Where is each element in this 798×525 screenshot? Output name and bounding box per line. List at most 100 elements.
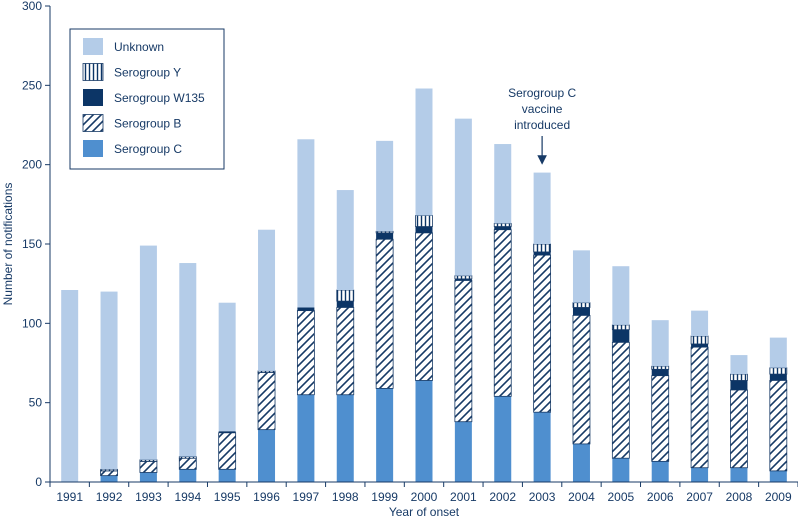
bar-segment-unknown-2003 [533, 172, 551, 244]
bar-segment-serogroup-y-1993 [139, 459, 158, 462]
bar-segment-serogroup-y-2002 [493, 222, 512, 227]
x-tick-label-2000: 2000 [411, 490, 438, 504]
bar-segment-unknown-2009 [769, 337, 787, 368]
vaccine-annotation: Serogroup C vaccine introduced [508, 86, 576, 165]
bar-segment-unknown-1993 [139, 245, 157, 460]
legend-label-serogroup-y: Serogroup Y [114, 66, 181, 80]
y-tick-label-100: 100 [22, 316, 42, 330]
legend: Unknown Serogroup Y Serogroup W135 Serogrou… [69, 28, 225, 170]
bar-segment-serogroup-b-1994 [178, 457, 197, 470]
bar-segment-unknown-2002 [494, 144, 512, 224]
x-tick-label-2003: 2003 [529, 490, 556, 504]
bar-segment-unknown-2006 [651, 320, 669, 367]
bar-segment-serogroup-b-2001 [454, 280, 473, 423]
bar-segment-unknown-2008 [730, 355, 748, 375]
y-tick-label-200: 200 [22, 158, 42, 172]
bar-segment-unknown-1998 [336, 190, 354, 291]
bar-segment-serogroup-w135-2008 [730, 380, 748, 390]
bar-segment-serogroup-w135-2007 [691, 343, 709, 348]
bar-segment-serogroup-c-2001 [454, 421, 472, 482]
x-tick-label-1999: 1999 [371, 490, 398, 504]
bar-segment-serogroup-c-1993 [139, 472, 157, 482]
bars-layer [61, 88, 788, 482]
legend-label-serogroup-c: Serogroup C [114, 142, 182, 156]
legend-swatch-serogroup-b [82, 114, 104, 132]
bar-segment-serogroup-c-2000 [415, 380, 433, 482]
bar-segment-serogroup-w135-2006 [651, 369, 669, 376]
legend-label-serogroup-b: Serogroup B [114, 117, 181, 131]
bar-segment-serogroup-y-2009 [769, 367, 788, 375]
bar-segment-serogroup-b-1995 [218, 432, 237, 470]
bar-segment-serogroup-w135-2004 [572, 307, 590, 316]
y-ticks: 0 50 100 150 200 250 300 [22, 0, 50, 489]
bar-segment-serogroup-y-2004 [572, 302, 591, 308]
bar-segment-unknown-1999 [376, 140, 394, 232]
bar-segment-serogroup-y-2006 [651, 365, 670, 370]
bar-segment-unknown-1996 [258, 229, 276, 371]
bar-segment-serogroup-y-1998 [336, 289, 355, 302]
bar-segment-serogroup-b-2000 [415, 232, 433, 381]
bar-segment-serogroup-w135-2001 [454, 278, 472, 281]
x-tick-label-2006: 2006 [647, 490, 674, 504]
bar-segment-serogroup-b-1996 [257, 372, 276, 431]
bar-segment-serogroup-b-2009 [769, 380, 788, 472]
bar-segment-unknown-2005 [612, 266, 630, 325]
x-tick-label-2007: 2007 [686, 490, 713, 504]
bar-segment-serogroup-c-1995 [218, 469, 236, 482]
bar-segment-serogroup-w135-2003 [533, 251, 551, 256]
bar-segment-serogroup-y-2008 [730, 373, 748, 381]
bar-segment-serogroup-w135-1998 [336, 301, 354, 308]
bar-segment-serogroup-c-2005 [612, 458, 630, 482]
x-tick-label-2008: 2008 [726, 490, 753, 504]
bar-segment-serogroup-w135-2002 [494, 226, 512, 230]
x-tick-label-1998: 1998 [332, 490, 359, 504]
bar-segment-serogroup-y-2005 [611, 324, 630, 331]
y-tick-label-300: 300 [22, 0, 42, 13]
annotation-line-1: Serogroup C [508, 86, 576, 100]
bar-segment-serogroup-b-2005 [611, 341, 630, 459]
x-tick-label-2002: 2002 [489, 490, 516, 504]
x-tick-label-2001: 2001 [450, 490, 477, 504]
bar-segment-serogroup-c-2004 [572, 443, 590, 482]
bar-segment-serogroup-c-1999 [376, 388, 394, 482]
bar-segment-unknown-2007 [691, 310, 709, 337]
x-axis-title: Year of onset [389, 505, 460, 519]
legend-swatch-serogroup-c [83, 140, 103, 157]
bar-segment-serogroup-b-2002 [493, 229, 512, 397]
bar-segment-serogroup-b-2007 [690, 346, 709, 469]
bar-segment-serogroup-c-1996 [258, 429, 276, 482]
x-tick-label-1991: 1991 [56, 490, 83, 504]
bar-segment-serogroup-b-2003 [533, 254, 552, 413]
bar-segment-serogroup-b-1997 [296, 310, 315, 396]
x-tick-label-1995: 1995 [214, 490, 241, 504]
y-axis-title: Number of notifications [1, 183, 15, 306]
bar-segment-serogroup-y-1999 [375, 230, 394, 234]
x-tick-label-1992: 1992 [96, 490, 123, 504]
bar-segment-serogroup-b-1999 [375, 238, 394, 389]
bar-segment-serogroup-w135-2000 [415, 226, 433, 233]
bar-segment-serogroup-c-1998 [336, 394, 354, 482]
x-tick-label-1997: 1997 [293, 490, 320, 504]
bar-segment-serogroup-c-2006 [651, 461, 669, 482]
bar-segment-unknown-2001 [454, 118, 472, 276]
bar-segment-serogroup-y-1996 [257, 370, 276, 373]
bar-segment-serogroup-c-2002 [494, 396, 512, 482]
bar-segment-unknown-1997 [297, 139, 315, 308]
x-tick-label-2009: 2009 [765, 490, 792, 504]
bar-segment-serogroup-c-2009 [769, 470, 787, 482]
bar-segment-serogroup-w135-1999 [376, 232, 394, 240]
bar-segment-serogroup-c-2003 [533, 412, 551, 482]
bar-segment-serogroup-y-2003 [533, 243, 552, 253]
bar-segment-serogroup-c-1994 [179, 469, 197, 482]
bar-segment-serogroup-c-1997 [297, 394, 315, 482]
bar-segment-unknown-1994 [179, 263, 197, 457]
bar-segment-unknown-1995 [218, 302, 236, 432]
bar-segment-serogroup-c-2008 [730, 467, 748, 482]
legend-label-serogroup-w135: Serogroup W135 [114, 91, 205, 105]
annotation-line-2: vaccine [522, 102, 563, 116]
bar-segment-serogroup-b-1998 [336, 307, 355, 396]
x-tick-label-1994: 1994 [174, 490, 201, 504]
y-tick-label-150: 150 [22, 237, 42, 251]
